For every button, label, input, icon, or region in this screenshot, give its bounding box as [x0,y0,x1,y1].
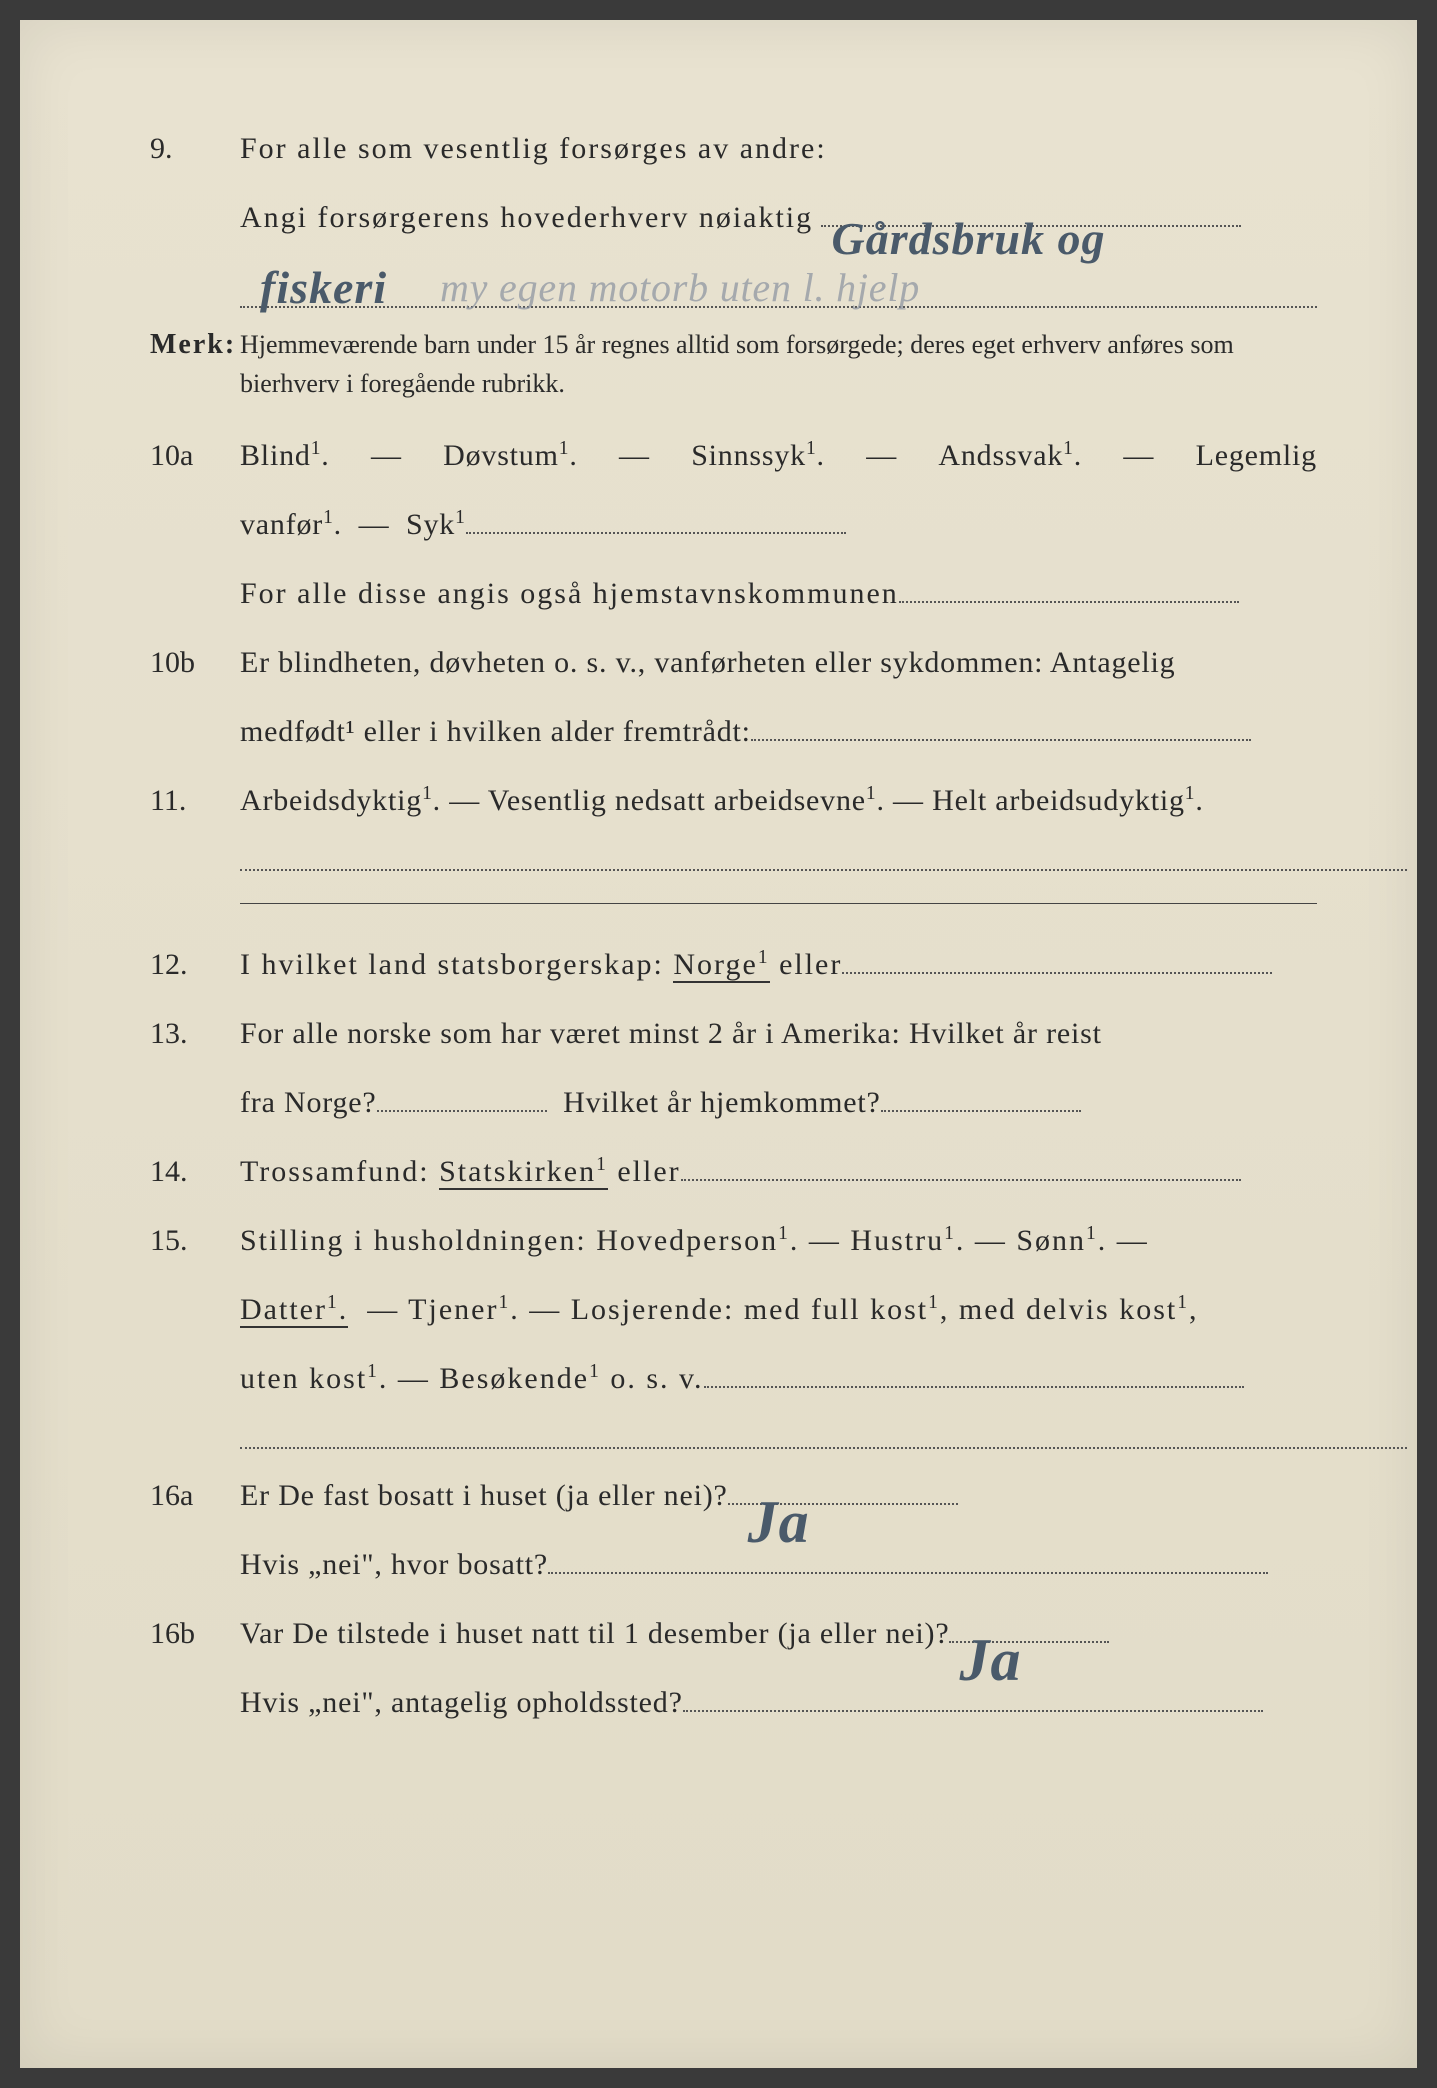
q16b-row1: 16b Var De tilstede i huset natt til 1 d… [150,1605,1317,1662]
q16b-answer: Ja [959,1603,1021,1717]
q13-row1: 13. For alle norske som har været minst … [150,1005,1317,1062]
q16a-answer: Ja [748,1465,810,1579]
q10b-row2: medfødt¹ eller i hvilken alder fremtrådt… [150,703,1317,760]
q10b-line1: Er blindheten, døvheten o. s. v., vanfør… [240,634,1317,691]
merk-label: Merk: [150,318,240,371]
q16a-row2: Hvis „nei", hvor bosatt? [150,1536,1317,1593]
q12-suffix: eller [770,948,843,981]
q9-handwriting2b: my egen motorb uten l. hjelp [440,250,920,326]
q11-number: 11. [150,772,240,829]
q9-text2: Angi forsørgerens hovederhverv nøiaktig [240,201,813,234]
q10a-number: 10a [150,427,240,484]
q10a-opt-legemlig: Legemlig [1196,427,1317,484]
q10b-number: 10b [150,634,240,691]
q15-row2: Datter1. — Tjener1. — Losjerende: med fu… [150,1281,1317,1338]
q16a-line1: Er De fast bosatt i huset (ja eller nei)… [240,1479,728,1512]
q10a-row1: 10a Blind1. — Døvstum1. — Sinnssyk1. — A… [150,427,1317,484]
q15-line3: uten kost1. — Besøkende1 o. s. v. [240,1362,704,1395]
q16b-line2: Hvis „nei", antagelig opholdssted? [240,1686,683,1719]
q16b-row2: Hvis „nei", antagelig opholdssted? [150,1674,1317,1731]
q13-line2b: Hvilket år hjemkommet? [563,1086,881,1119]
q10a-line3: For alle disse angis også hjemstavnskomm… [240,577,899,610]
q15-blank-line [240,1419,1407,1449]
q12-row: 12. I hvilket land statsborgerskap: Norg… [150,936,1317,993]
q13-row2: fra Norge? Hvilket år hjemkommet? [150,1074,1317,1131]
q10b-line2: medfødt¹ eller i hvilken alder fremtrådt… [240,715,751,748]
q10a-opt-blind: Blind1. [240,427,330,484]
q10a-row3: For alle disse angis også hjemstavnskomm… [150,565,1317,622]
q9-handwriting2a: fiskeri [260,244,387,331]
q9-row2: Angi forsørgerens hovederhverv nøiaktig … [150,189,1317,246]
q10a-opt-andssvak: Andssvak1. [938,427,1082,484]
q14-row: 14. Trossamfund: Statskirken1 eller [150,1143,1317,1200]
q9-row3: fiskeri my egen motorb uten l. hjelp [150,258,1317,308]
separator [240,903,1317,904]
q13-number: 13. [150,1005,240,1062]
q10a-opt-dovstum: Døvstum1. [443,427,578,484]
q16a-row1: 16a Er De fast bosatt i huset (ja eller … [150,1467,1317,1524]
q16a-line2: Hvis „nei", hvor bosatt? [240,1548,548,1581]
q13-line2a: fra Norge? [240,1086,377,1119]
q16a-number: 16a [150,1467,240,1524]
q14-suffix: eller [608,1155,681,1188]
q15-row1: 15. Stilling i husholdningen: Hovedperso… [150,1212,1317,1269]
q15-datter: Datter1. [240,1293,348,1328]
merk-text: Hjemmeværende barn under 15 år regnes al… [240,325,1317,403]
q10a-vanfor: vanfør1. [240,508,342,541]
q11-text: Arbeidsdyktig1. — Vesentlig nedsatt arbe… [240,784,1204,817]
q14-number: 14. [150,1143,240,1200]
q9-row1: 9. For alle som vesentlig forsørges av a… [150,120,1317,177]
q16b-line1: Var De tilstede i huset natt til 1 desem… [240,1617,949,1650]
q11-row: 11. Arbeidsdyktig1. — Vesentlig nedsatt … [150,772,1317,829]
q14-statskirken: Statskirken1 [439,1155,608,1190]
q14-prefix: Trossamfund: [240,1155,439,1188]
q13-line1: For alle norske som har været minst 2 år… [240,1005,1317,1062]
q15-number: 15. [150,1212,240,1269]
q12-norge: Norge1 [673,948,769,983]
q9-number: 9. [150,120,240,177]
q10a-row2: vanfør1. — Syk1 [150,496,1317,553]
q15-line2rest: — Tjener1. — Losjerende: med full kost1,… [348,1293,1198,1326]
q10b-row1: 10b Er blindheten, døvheten o. s. v., va… [150,634,1317,691]
q11-blank-line [240,841,1407,871]
q15-line1: Stilling i husholdningen: Hovedperson1. … [240,1224,1149,1257]
q16b-number: 16b [150,1605,240,1662]
q9-text1: For alle som vesentlig forsørges av andr… [240,120,1317,177]
q10a-opt-sinnssyk: Sinnssyk1. [691,427,825,484]
q10a-syk: Syk1 [406,508,466,541]
document-page: 9. For alle som vesentlig forsørges av a… [20,20,1417,2068]
q12-number: 12. [150,936,240,993]
q15-row3: uten kost1. — Besøkende1 o. s. v. [150,1350,1317,1407]
q12-prefix: I hvilket land statsborgerskap: [240,948,673,981]
